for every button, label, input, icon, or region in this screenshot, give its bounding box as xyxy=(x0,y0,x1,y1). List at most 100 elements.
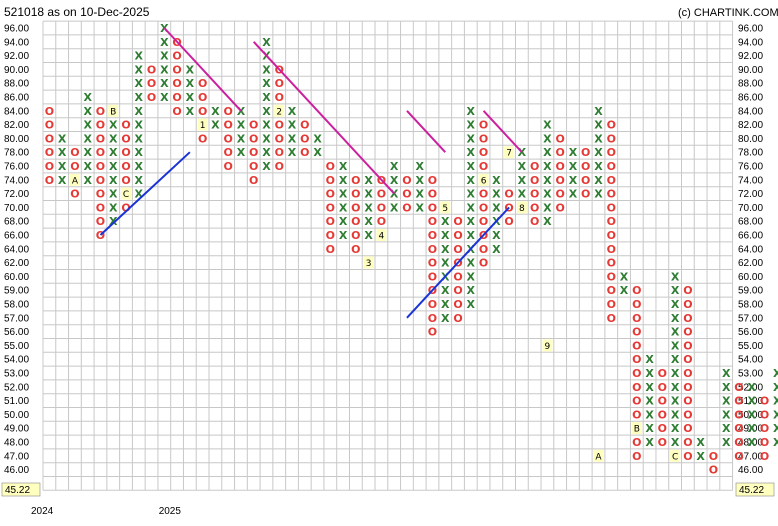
pnf-columns: OOOOOOXXXXOOOXXXXXXXOOOOOOOOOOXXXXXXXXOO… xyxy=(45,22,778,477)
x-box: X xyxy=(83,119,92,132)
x-box: X xyxy=(390,160,399,173)
x-box: X xyxy=(594,160,603,173)
y-tick-label: 54.00 xyxy=(4,355,29,366)
o-box: O xyxy=(632,367,641,380)
y-tick-label: 60.00 xyxy=(738,272,763,283)
o-box: O xyxy=(326,188,335,201)
x-box: X xyxy=(492,243,501,256)
month-marker: 3 xyxy=(363,256,374,269)
x-box: X xyxy=(645,395,654,408)
x-box: X xyxy=(467,105,476,118)
o-box: O xyxy=(223,105,232,118)
y-tick-label: 48.00 xyxy=(738,438,763,449)
x-box: X xyxy=(645,408,654,421)
x-box: X xyxy=(441,312,450,325)
x-box: X xyxy=(211,105,220,118)
o-box: O xyxy=(607,132,616,145)
x-axis-labels: 2024 2025 xyxy=(31,506,181,517)
x-box: X xyxy=(160,63,169,76)
x-box: X xyxy=(339,215,348,228)
o-box: O xyxy=(530,188,539,201)
x-box: X xyxy=(135,160,144,173)
x-box: X xyxy=(441,284,450,297)
x-box: X xyxy=(58,132,67,145)
pnf-column: OOO xyxy=(70,146,79,200)
y-tick-label: 59.00 xyxy=(4,286,29,297)
y-tick-label: 92.00 xyxy=(738,51,763,62)
o-box: O xyxy=(198,105,207,118)
y-tick-label: 50.00 xyxy=(4,410,29,421)
trendline xyxy=(99,151,191,236)
current-price-label-right: 45.22 xyxy=(739,485,764,496)
x-box: X xyxy=(441,215,450,228)
o-box: O xyxy=(121,132,130,145)
x-box: X xyxy=(518,146,527,159)
trendlines xyxy=(99,27,523,319)
month-marker: B xyxy=(631,422,642,435)
o-box: O xyxy=(556,146,565,159)
pnf-column: XXXXXXXXXXXXXXX xyxy=(467,105,476,311)
o-box: O xyxy=(45,146,54,159)
x-box: X xyxy=(671,326,680,339)
x-box: X xyxy=(135,188,144,201)
o-box: O xyxy=(632,353,641,366)
o-box: O xyxy=(607,215,616,228)
y-tick-label: 84.00 xyxy=(4,106,29,117)
o-box: O xyxy=(249,160,258,173)
y-tick-label: 47.00 xyxy=(738,451,763,462)
o-box: O xyxy=(760,408,769,421)
o-box: O xyxy=(198,91,207,104)
x-box: X xyxy=(262,91,271,104)
o-box: O xyxy=(734,381,743,394)
o-box: O xyxy=(504,215,513,228)
o-box: O xyxy=(734,395,743,408)
o-box: O xyxy=(556,160,565,173)
o-box: O xyxy=(607,174,616,187)
x-box: X xyxy=(339,188,348,201)
x-box: X xyxy=(364,229,373,242)
y-tick-label: 96.00 xyxy=(738,24,763,35)
o-box: O xyxy=(607,257,616,270)
x-box: X xyxy=(773,408,778,421)
o-box: O xyxy=(760,395,769,408)
o-box: O xyxy=(581,160,590,173)
o-box: O xyxy=(607,229,616,242)
o-box: O xyxy=(428,229,437,242)
o-box: O xyxy=(658,395,667,408)
o-box: O xyxy=(223,132,232,145)
x-box: X xyxy=(288,119,297,132)
o-box: O xyxy=(479,132,488,145)
x-box: X xyxy=(543,132,552,145)
x-box: X xyxy=(237,119,246,132)
month-marker: 8 xyxy=(516,201,527,214)
o-box: O xyxy=(70,160,79,173)
y-tick-label: 88.00 xyxy=(738,79,763,90)
y-tick-label: 55.00 xyxy=(738,341,763,352)
x-box: X xyxy=(569,188,578,201)
o-box: O xyxy=(326,243,335,256)
x-box: X xyxy=(696,436,705,449)
o-box: O xyxy=(530,215,539,228)
x-box: X xyxy=(83,160,92,173)
x-box: X xyxy=(339,174,348,187)
month-marker-label: 6 xyxy=(481,176,487,186)
x-box: X xyxy=(135,119,144,132)
y-tick-label: 90.00 xyxy=(738,65,763,76)
y-tick-label: 64.00 xyxy=(738,244,763,255)
pnf-column: XX xyxy=(313,132,322,159)
x-box: X xyxy=(364,188,373,201)
o-box: O xyxy=(377,215,386,228)
o-box: O xyxy=(607,284,616,297)
y-tick-label: 86.00 xyxy=(4,93,29,104)
o-box: O xyxy=(275,119,284,132)
y-tick-label: 84.00 xyxy=(738,106,763,117)
month-marker-label: 8 xyxy=(519,204,525,214)
o-box: O xyxy=(147,63,156,76)
month-marker-bg xyxy=(121,187,132,200)
